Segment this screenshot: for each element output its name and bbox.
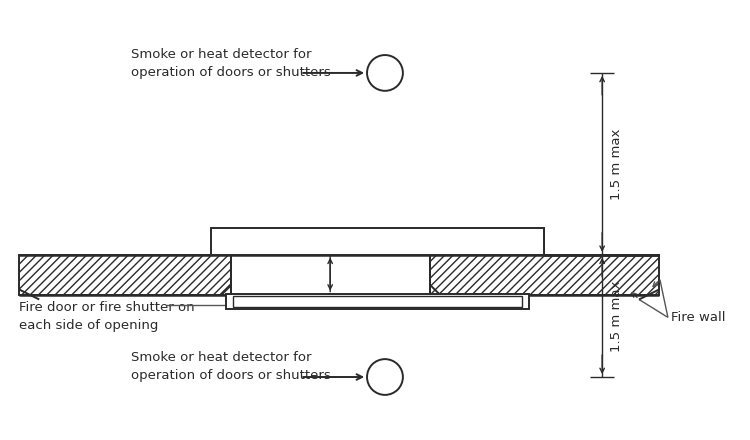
- Bar: [20, 255, 230, 294]
- Text: Smoke or heat detector for: Smoke or heat detector for: [131, 351, 311, 364]
- Text: Fire door or fire shutter on: Fire door or fire shutter on: [20, 301, 195, 315]
- Bar: [211, 228, 544, 255]
- Bar: [232, 296, 523, 308]
- Bar: [226, 293, 530, 309]
- Bar: [430, 255, 659, 294]
- Text: operation of doors or shutters: operation of doors or shutters: [131, 369, 331, 382]
- Text: operation of doors or shutters: operation of doors or shutters: [131, 66, 331, 79]
- Text: each side of opening: each side of opening: [20, 319, 159, 332]
- Text: 1.5 m max: 1.5 m max: [610, 128, 623, 200]
- Text: Smoke or heat detector for: Smoke or heat detector for: [131, 48, 311, 61]
- Text: 1.5 m max: 1.5 m max: [610, 280, 623, 352]
- Text: Fire wall: Fire wall: [671, 311, 725, 324]
